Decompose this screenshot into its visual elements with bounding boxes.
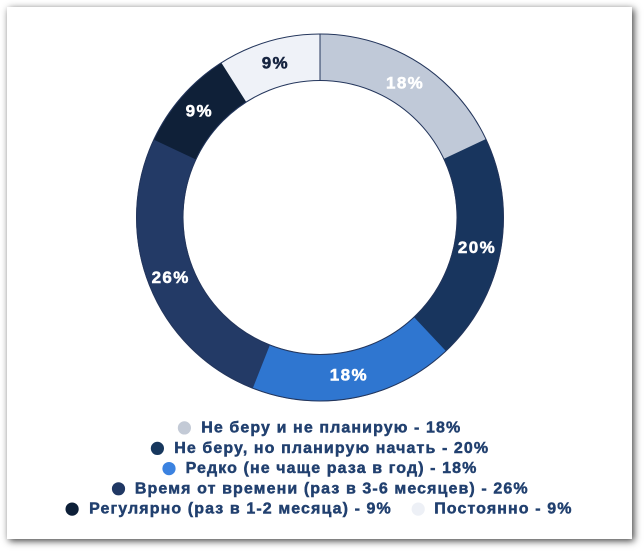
svg-text:26%: 26% bbox=[152, 268, 190, 287]
svg-text:Регулярно (раз в 1-2 месяца) -: Регулярно (раз в 1-2 месяца) - 9% bbox=[89, 501, 392, 518]
svg-text:Не беру и не планирую - 18%: Не беру и не планирую - 18% bbox=[201, 420, 461, 437]
svg-text:18%: 18% bbox=[386, 74, 424, 93]
svg-text:Время от времени (раз в 3-6 ме: Время от времени (раз в 3-6 месяцев) - 2… bbox=[135, 480, 529, 497]
svg-text:18%: 18% bbox=[330, 365, 368, 384]
svg-text:9%: 9% bbox=[262, 53, 289, 72]
svg-text:20%: 20% bbox=[458, 238, 496, 257]
svg-text:Не беру, но планирую начать -: Не беру, но планирую начать - 20% bbox=[174, 440, 489, 457]
svg-text:9%: 9% bbox=[186, 101, 213, 120]
svg-text:Редко (не чаще раза в год) - 1: Редко (не чаще раза в год) - 18% bbox=[186, 460, 478, 477]
svg-text:Постоянно - 9%: Постоянно - 9% bbox=[434, 501, 572, 518]
